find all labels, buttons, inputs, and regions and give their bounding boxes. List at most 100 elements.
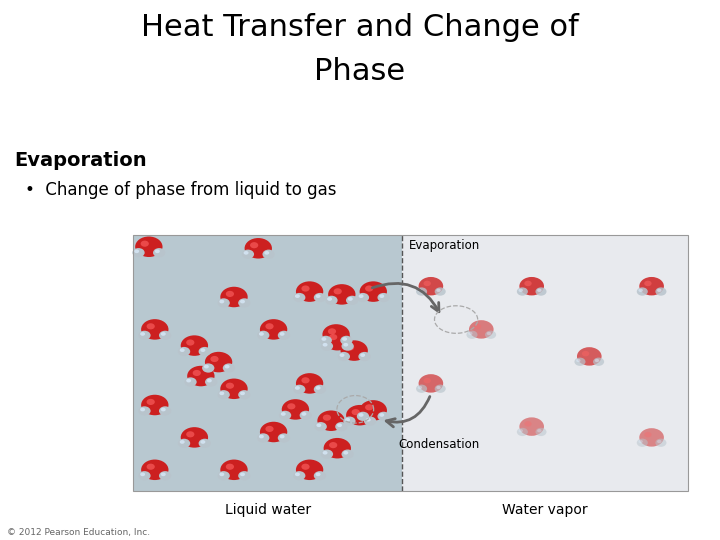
Circle shape — [323, 415, 331, 421]
Circle shape — [293, 384, 305, 394]
Circle shape — [226, 383, 234, 389]
Circle shape — [302, 377, 310, 383]
Circle shape — [204, 365, 209, 368]
Circle shape — [240, 472, 245, 476]
Circle shape — [243, 251, 248, 255]
Circle shape — [300, 411, 312, 420]
Circle shape — [518, 429, 523, 433]
Circle shape — [327, 297, 332, 301]
Circle shape — [379, 294, 384, 298]
Circle shape — [582, 351, 589, 356]
Circle shape — [655, 438, 667, 447]
Circle shape — [220, 379, 248, 399]
Circle shape — [416, 287, 427, 296]
Circle shape — [263, 249, 275, 259]
Circle shape — [518, 288, 523, 292]
Text: Phase: Phase — [315, 57, 405, 86]
Circle shape — [295, 472, 300, 476]
Circle shape — [323, 330, 351, 350]
Circle shape — [418, 386, 422, 389]
Circle shape — [485, 330, 496, 339]
Circle shape — [225, 365, 230, 368]
Circle shape — [184, 377, 197, 387]
Circle shape — [217, 390, 230, 400]
Circle shape — [357, 293, 369, 302]
Circle shape — [323, 438, 351, 458]
Circle shape — [346, 345, 354, 350]
Circle shape — [140, 472, 145, 476]
Circle shape — [180, 348, 184, 352]
Text: •  Change of phase from liquid to gas: • Change of phase from liquid to gas — [25, 181, 337, 199]
Bar — [133, 235, 688, 491]
Circle shape — [220, 472, 224, 476]
Text: Heat Transfer and Change of: Heat Transfer and Change of — [141, 14, 579, 43]
Circle shape — [436, 288, 441, 292]
Circle shape — [281, 412, 286, 416]
Circle shape — [336, 422, 348, 431]
Circle shape — [423, 378, 431, 383]
Circle shape — [161, 472, 166, 476]
Circle shape — [161, 332, 166, 336]
Circle shape — [346, 296, 359, 305]
Circle shape — [278, 433, 290, 443]
Circle shape — [436, 386, 441, 389]
Circle shape — [210, 356, 219, 362]
Circle shape — [140, 408, 145, 411]
Circle shape — [536, 287, 546, 296]
Circle shape — [147, 464, 155, 470]
Circle shape — [240, 300, 245, 303]
Circle shape — [524, 281, 531, 286]
Circle shape — [138, 471, 150, 481]
Circle shape — [321, 449, 333, 459]
Circle shape — [180, 440, 184, 444]
Circle shape — [178, 438, 190, 448]
Circle shape — [140, 241, 149, 247]
Circle shape — [181, 427, 208, 448]
Circle shape — [217, 298, 230, 308]
Circle shape — [193, 370, 201, 376]
Circle shape — [474, 324, 481, 329]
Circle shape — [359, 400, 387, 421]
Circle shape — [295, 294, 300, 298]
Circle shape — [328, 328, 336, 334]
Circle shape — [155, 249, 160, 253]
Circle shape — [315, 422, 327, 431]
Circle shape — [536, 428, 546, 436]
Circle shape — [359, 281, 387, 302]
Circle shape — [423, 281, 431, 286]
Circle shape — [257, 433, 269, 443]
Circle shape — [333, 288, 342, 294]
Circle shape — [537, 429, 541, 433]
Circle shape — [519, 277, 544, 295]
Circle shape — [468, 332, 472, 335]
Circle shape — [346, 405, 374, 426]
Circle shape — [360, 353, 365, 357]
Circle shape — [138, 330, 150, 340]
Circle shape — [644, 281, 652, 286]
Circle shape — [242, 249, 254, 259]
Circle shape — [342, 337, 347, 341]
Circle shape — [220, 460, 248, 480]
Circle shape — [240, 392, 245, 395]
Circle shape — [377, 411, 390, 421]
Circle shape — [639, 277, 664, 295]
Circle shape — [365, 286, 373, 292]
Circle shape — [315, 294, 320, 298]
Circle shape — [636, 438, 648, 447]
Circle shape — [222, 363, 235, 373]
Circle shape — [147, 399, 155, 405]
Circle shape — [238, 471, 251, 481]
Circle shape — [205, 377, 217, 387]
Circle shape — [321, 341, 333, 351]
Circle shape — [134, 249, 139, 253]
Circle shape — [199, 438, 211, 448]
Circle shape — [416, 384, 427, 393]
Circle shape — [343, 451, 348, 455]
Circle shape — [293, 471, 305, 481]
Circle shape — [296, 373, 323, 394]
Circle shape — [575, 357, 585, 366]
Circle shape — [140, 332, 145, 336]
Circle shape — [487, 332, 491, 335]
Circle shape — [467, 330, 477, 339]
Text: Liquid water: Liquid water — [225, 503, 311, 517]
